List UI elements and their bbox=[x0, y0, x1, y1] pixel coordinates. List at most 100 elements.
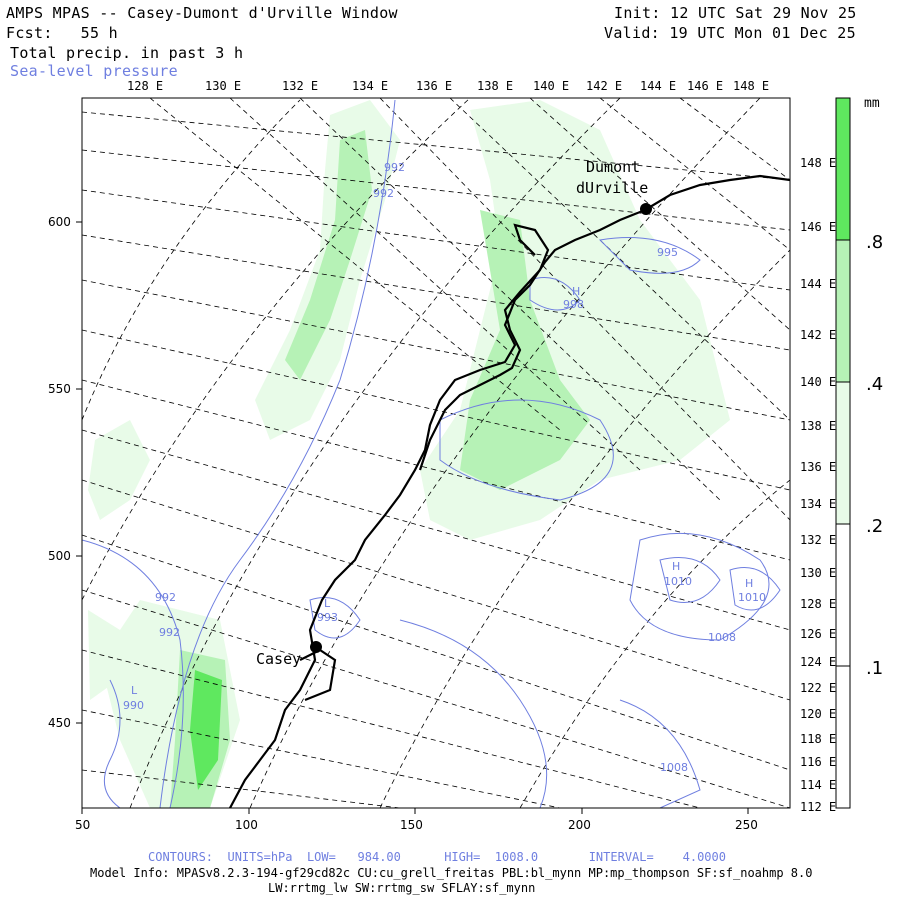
coastline-inner bbox=[418, 223, 550, 471]
lon-label-right: 124 E bbox=[800, 655, 836, 669]
colorbar-level: .4 bbox=[866, 374, 883, 395]
slp-contour-1008b bbox=[619, 699, 701, 808]
precip-area-5 bbox=[88, 420, 150, 520]
colorbar-frame bbox=[835, 97, 851, 809]
model-info: Model Info: MPASv8.2.3-194-gf29cd82c CU:… bbox=[90, 866, 813, 880]
precip-area-3 bbox=[420, 100, 730, 540]
valid-label: Valid: bbox=[604, 24, 660, 42]
lon-label-right: 138 E bbox=[800, 419, 836, 433]
lon-label-top: 136 E bbox=[416, 79, 452, 93]
y-ticks bbox=[76, 221, 82, 724]
lon-label-right: 142 E bbox=[800, 328, 836, 342]
model-info-2: LW:rrtmg_lw SW:rrtmg_sw SFLAY:sf_mynn bbox=[268, 881, 536, 895]
lon-label-top: 148 E bbox=[733, 79, 769, 93]
colorbar-segment-mid bbox=[836, 240, 850, 382]
x-tick-label: 50 bbox=[75, 818, 90, 832]
y-tick-label: 600 bbox=[48, 215, 71, 229]
lon-label-top: 128 E bbox=[127, 79, 163, 93]
slp-label: L bbox=[324, 597, 331, 610]
precip-area-4 bbox=[460, 210, 590, 490]
colorbar-segment-low bbox=[836, 382, 850, 524]
lon-label-right: 114 E bbox=[800, 778, 836, 792]
slp-label: 1010 bbox=[664, 575, 692, 588]
slp-label: H bbox=[572, 285, 580, 298]
coastline-casey bbox=[299, 648, 337, 702]
field-precip-label: Total precip. in past 3 h bbox=[10, 44, 244, 62]
x-tick-label: 200 bbox=[568, 818, 591, 832]
lon-label-top: 146 E bbox=[687, 79, 723, 93]
coastline bbox=[229, 174, 790, 808]
slp-contour-990 bbox=[103, 679, 121, 808]
colorbar-segment-none bbox=[836, 666, 850, 808]
valid-time: Valid: 19 UTC Mon 01 Dec 25 bbox=[604, 24, 856, 42]
slp-label: 1008 bbox=[660, 761, 688, 774]
precip-area-9 bbox=[88, 610, 120, 700]
station-label-dumont-2: dUrville bbox=[576, 179, 648, 197]
y-tick-labels: 600 550 500 450 bbox=[48, 215, 71, 730]
init-time: Init: 12 UTC Sat 29 Nov 25 bbox=[614, 4, 857, 22]
lon-label-top: 142 E bbox=[586, 79, 622, 93]
lon-label-right: 126 E bbox=[800, 627, 836, 641]
lon-label-right: 130 E bbox=[800, 566, 836, 580]
lon-label-top: 144 E bbox=[640, 79, 676, 93]
colorbar: mm .8 .4 .2 .1 bbox=[835, 96, 883, 809]
slp-label: 1010 bbox=[738, 591, 766, 604]
lon-label-right: 112 E bbox=[800, 800, 836, 814]
lon-label-right: 136 E bbox=[800, 460, 836, 474]
slp-contour-1008 bbox=[629, 532, 770, 641]
slp-contour-995 bbox=[598, 237, 701, 274]
slp-labels: 992 992 995 H 998 H 1010 H 1010 1008 L 9… bbox=[123, 161, 766, 774]
map-title: AMPS MPAS -- Casey-Dumont d'Urville Wind… bbox=[6, 4, 398, 22]
lon-label-top: 138 E bbox=[477, 79, 513, 93]
slp-contour-992 bbox=[159, 99, 396, 808]
slp-label: 995 bbox=[657, 246, 678, 259]
colorbar-segment-min bbox=[836, 524, 850, 666]
coastline-main bbox=[229, 174, 790, 808]
slp-label: H bbox=[745, 577, 753, 590]
slp-label: 992 bbox=[155, 591, 176, 604]
slp-contours bbox=[82, 99, 781, 808]
slp-contour-1010a bbox=[659, 557, 721, 603]
lon-label-right: 132 E bbox=[800, 533, 836, 547]
x-tick-label: 250 bbox=[735, 818, 758, 832]
slp-contour-1004 bbox=[439, 399, 614, 501]
slp-label: 992 bbox=[373, 187, 394, 200]
slp-contour-998 bbox=[529, 277, 581, 311]
slp-label: 998 bbox=[563, 298, 584, 311]
lon-label-right: 128 E bbox=[800, 597, 836, 611]
y-tick-label: 450 bbox=[48, 716, 71, 730]
contours-info: CONTOURS: UNITS=hPa LOW= 984.00 HIGH= 10… bbox=[148, 850, 726, 864]
x-tick-label: 100 bbox=[235, 818, 258, 832]
slp-label: 993 bbox=[317, 611, 338, 624]
lon-label-right: 134 E bbox=[800, 497, 836, 511]
lon-label-top: 140 E bbox=[533, 79, 569, 93]
top-longitude-labels: 128 E 130 E 132 E 134 E 136 E 138 E 140 … bbox=[127, 79, 769, 93]
field-slp-label: Sea-level pressure bbox=[10, 62, 178, 80]
station-marker-dumont bbox=[640, 203, 652, 215]
precip-shading bbox=[88, 100, 730, 808]
colorbar-level: .2 bbox=[866, 516, 883, 537]
slp-label: L bbox=[131, 684, 138, 697]
lon-label-right: 116 E bbox=[800, 755, 836, 769]
colorbar-level: .1 bbox=[866, 658, 883, 679]
lon-label-top: 130 E bbox=[205, 79, 241, 93]
lon-label-right: 146 E bbox=[800, 220, 836, 234]
slp-contour-992b bbox=[82, 539, 184, 808]
station-label-casey: Casey bbox=[256, 650, 301, 668]
lon-label-right: 148 E bbox=[800, 156, 836, 170]
x-tick-labels: 50 100 150 200 250 bbox=[75, 818, 758, 832]
y-tick-label: 500 bbox=[48, 549, 71, 563]
colorbar-level: .8 bbox=[866, 232, 883, 253]
slp-label: 1008 bbox=[708, 631, 736, 644]
fcst-value: 55 h bbox=[80, 24, 118, 42]
precip-area-2 bbox=[285, 130, 372, 380]
lon-label-right: 140 E bbox=[800, 375, 836, 389]
map-frame bbox=[81, 97, 791, 809]
lon-label-right: 122 E bbox=[800, 681, 836, 695]
slp-contour-993 bbox=[309, 597, 361, 639]
fcst-label: Fcst: bbox=[6, 24, 53, 42]
lon-label-right: 118 E bbox=[800, 732, 836, 746]
colorbar-segment-high bbox=[836, 98, 850, 240]
forecast-hour: Fcst: 55 h bbox=[6, 24, 118, 42]
